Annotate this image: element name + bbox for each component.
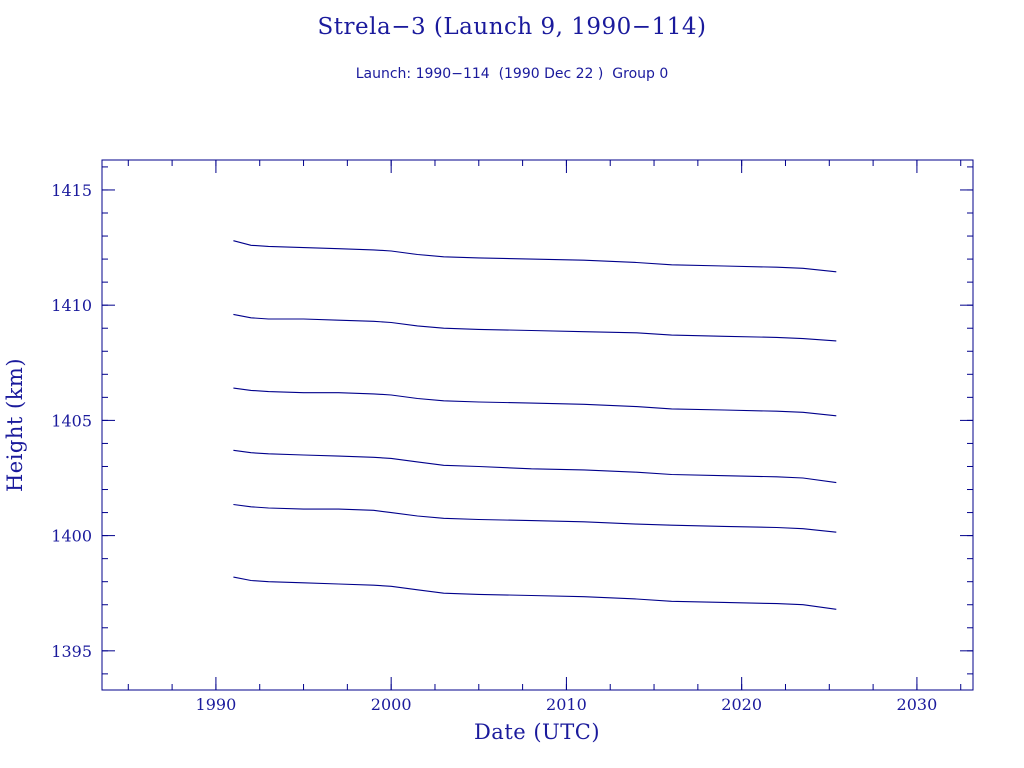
chart-title: Strela−3 (Launch 9, 1990−114) (317, 14, 707, 40)
x-tick-label: 2020 (721, 695, 762, 714)
y-tick-label: 1410 (51, 296, 92, 315)
y-tick-label: 1405 (51, 411, 92, 430)
plot-frame (101, 159, 974, 691)
series-line-6 (233, 576, 837, 610)
series-line-2 (233, 313, 837, 342)
series-line-3 (233, 387, 837, 417)
chart-subtitle: Launch: 1990−114 (1990 Dec 22 ) Group 0 (355, 66, 669, 82)
x-tick-label: 2030 (897, 695, 938, 714)
series-layer (233, 240, 837, 610)
x-axis-label: Date (UTC) (474, 720, 600, 744)
x-tick-label: 1990 (196, 695, 237, 714)
y-axis-label: Height (km) (3, 358, 27, 492)
series-line-4 (233, 449, 837, 484)
y-tick-label: 1400 (51, 527, 92, 546)
series-line-5 (233, 503, 837, 533)
ticks-layer: 1990 2000 2010 2020 2030 1395 1400 1405 1410 1415 (51, 160, 973, 714)
y-tick-label: 1415 (51, 181, 92, 200)
y-tick-label: 1395 (51, 642, 92, 661)
x-tick-label: 2000 (371, 695, 412, 714)
x-tick-label: 2010 (546, 695, 587, 714)
series-line-1 (233, 240, 837, 273)
